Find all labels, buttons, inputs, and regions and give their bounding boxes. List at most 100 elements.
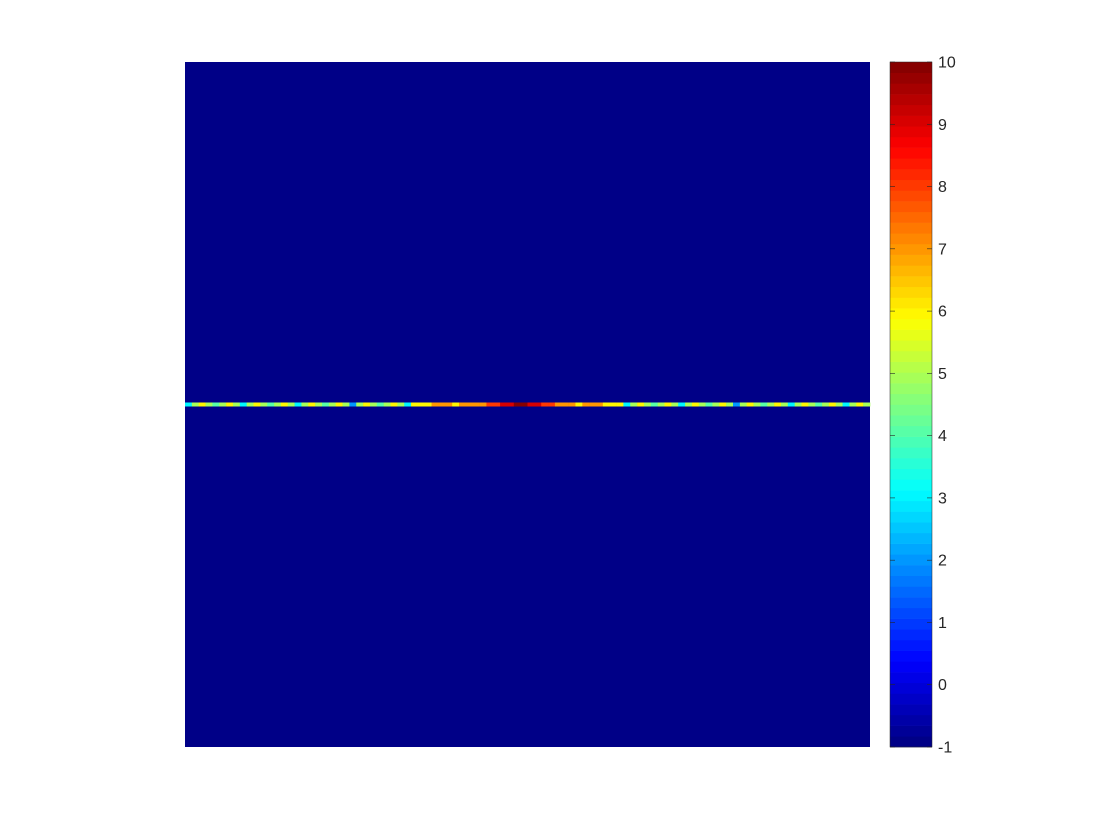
heatmap-cell xyxy=(205,402,213,407)
heatmap-cell xyxy=(575,402,583,407)
heatmap-cell xyxy=(554,402,563,407)
heatmap-cell xyxy=(513,402,521,407)
heatmap-cell xyxy=(746,402,754,407)
heatmap-cell xyxy=(780,402,789,407)
colorbar-level xyxy=(890,682,932,694)
colorbar-tick-label: 4 xyxy=(938,428,947,445)
heatmap-cell xyxy=(678,402,686,407)
colorbar-level xyxy=(890,222,932,234)
heatmap-cell xyxy=(794,402,802,407)
heatmap-cell xyxy=(315,402,323,407)
heatmap-cell xyxy=(822,402,830,407)
heatmap-cell xyxy=(212,402,220,407)
colorbar-level xyxy=(890,393,932,405)
heatmap-cell xyxy=(493,402,501,407)
colorbar-level xyxy=(890,254,932,266)
colorbar-level xyxy=(890,500,932,512)
colorbar-tick-label: 7 xyxy=(938,241,947,258)
heatmap-cell xyxy=(863,402,871,407)
heatmap-cell xyxy=(322,402,330,407)
heatmap-cell xyxy=(808,402,816,407)
colorbar-level xyxy=(890,554,932,566)
heatmap-cell xyxy=(356,402,364,407)
heatmap-cell xyxy=(691,402,700,407)
colorbar-level xyxy=(890,436,932,448)
heatmap-cell xyxy=(726,402,734,407)
heatmap-cell xyxy=(411,402,419,407)
colorbar-level xyxy=(890,586,932,598)
heatmap-cell xyxy=(787,402,795,407)
heatmap-cell xyxy=(260,402,268,407)
colorbar-level xyxy=(890,511,932,523)
colorbar-level xyxy=(890,350,932,362)
colorbar-tick-label: -1 xyxy=(938,740,952,757)
colorbar-level xyxy=(890,618,932,630)
colorbar-level xyxy=(890,704,932,716)
heatmap-cell xyxy=(185,402,193,407)
heatmap-cell xyxy=(287,402,295,407)
heatmap-cell xyxy=(541,402,549,407)
heatmap-cell xyxy=(568,402,576,407)
heatmap-cell xyxy=(397,402,405,407)
colorbar-level xyxy=(890,543,932,555)
heatmap-cell xyxy=(232,402,241,407)
colorbar-level xyxy=(890,104,932,116)
colorbar-level xyxy=(890,201,932,213)
heatmap-cell xyxy=(274,402,282,407)
heatmap-cell xyxy=(520,402,528,407)
colorbar-level xyxy=(890,650,932,662)
heatmap-cell xyxy=(342,402,350,407)
heatmap-cell xyxy=(219,402,227,407)
heatmap-cell xyxy=(760,402,768,407)
colorbar-tick-label: 8 xyxy=(938,179,947,196)
heatmap-cell xyxy=(767,402,775,407)
colorbar-level xyxy=(890,136,932,148)
heatmap-cell xyxy=(849,402,857,407)
colorbar-level xyxy=(890,94,932,106)
heatmap-cell xyxy=(301,402,309,407)
heatmap-cell xyxy=(438,402,446,407)
heatmap-cell xyxy=(842,402,850,407)
heatmap-cell xyxy=(685,402,693,407)
colorbar-level xyxy=(890,147,932,159)
heatmap-cell xyxy=(191,402,199,407)
heatmap-cell xyxy=(328,402,336,407)
colorbar-level xyxy=(890,490,932,502)
heatmap-cell xyxy=(856,402,864,407)
heatmap-cell xyxy=(739,402,747,407)
colorbar-tick-label: 1 xyxy=(938,615,947,632)
colorbar-level xyxy=(890,83,932,95)
heatmap-cell xyxy=(465,402,473,407)
colorbar-level xyxy=(890,361,932,373)
colorbar-level xyxy=(890,458,932,470)
heatmap-cell xyxy=(486,402,494,407)
colorbar-level xyxy=(890,575,932,587)
heatmap-cell xyxy=(335,402,343,407)
colorbar-level xyxy=(890,169,932,181)
colorbar-level xyxy=(890,725,932,737)
colorbar-gradient xyxy=(890,62,932,748)
heatmap-cell xyxy=(506,402,515,407)
colorbar-level xyxy=(890,190,932,202)
colorbar-level xyxy=(890,265,932,277)
heatmap-cell xyxy=(404,402,412,407)
heatmap-cell xyxy=(698,402,706,407)
colorbar-level xyxy=(890,158,932,170)
heatmap-cell xyxy=(835,402,843,407)
colorbar-level xyxy=(890,115,932,127)
colorbar-level xyxy=(890,714,932,726)
colorbar-tick-label: 10 xyxy=(938,55,956,72)
heatmap-cell xyxy=(534,402,542,407)
heatmap-cell xyxy=(527,402,535,407)
colorbar-level xyxy=(890,607,932,619)
colorbar-level xyxy=(890,639,932,651)
colorbar-tick-label: 3 xyxy=(938,490,947,507)
heatmap-cell xyxy=(479,402,487,407)
heatmap-cell xyxy=(349,402,357,407)
heatmap-cell xyxy=(226,402,234,407)
colorbar-level xyxy=(890,126,932,138)
heatmap-cell xyxy=(424,402,432,407)
heatmap-cell xyxy=(308,402,316,407)
heatmap-cell xyxy=(671,402,679,407)
